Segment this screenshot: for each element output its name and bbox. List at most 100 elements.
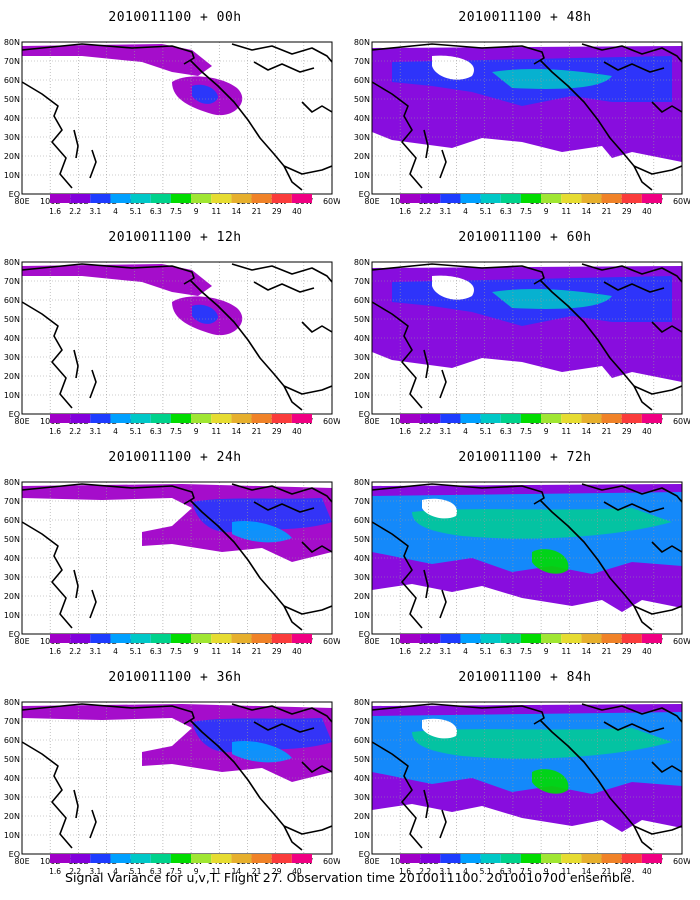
colorbar-swatch	[480, 194, 501, 203]
variance-map: 80N70N60N50N40N30N20N10NEQ80E100E120E140…	[354, 38, 690, 206]
colorbar-label: 11	[211, 427, 221, 436]
coastline	[603, 501, 665, 513]
coastline	[301, 101, 333, 113]
longitude-label: 60W	[323, 857, 340, 866]
variance-region	[192, 498, 332, 533]
coastline	[301, 321, 333, 333]
latitude-label: 20N	[354, 152, 370, 161]
colorbar-label: 2.2	[69, 867, 81, 876]
colorbar-swatch	[90, 854, 111, 863]
colorbar-swatch	[561, 414, 582, 423]
latitude-label: 70N	[354, 717, 370, 726]
colorbar: 1.6 2.2 3.1 4 5.1 6.3 7.5 9 11 14 21 29 40	[399, 634, 666, 660]
latitude-label: 60N	[354, 516, 370, 525]
colorbar-swatch	[50, 414, 71, 423]
colorbar-label: 5.1	[480, 867, 492, 876]
colorbar-swatch	[641, 194, 662, 203]
latitude-label: 50N	[354, 755, 370, 764]
colorbar-swatch	[170, 634, 192, 643]
colorbar-label: 21	[602, 647, 612, 656]
colorbar-label: 1.6	[50, 867, 61, 876]
variance-map: 80N70N60N50N40N30N20N10NEQ80E100E120E140…	[354, 698, 690, 866]
latitude-label: 20N	[354, 372, 370, 381]
coastline	[231, 703, 333, 723]
coastline	[189, 279, 333, 395]
colorbar-label: 6.3	[500, 867, 512, 876]
colorbar-swatch	[541, 634, 562, 643]
colorbar-swatch	[150, 414, 171, 423]
variance-gap	[432, 55, 474, 80]
colorbar-label: 29	[272, 647, 282, 656]
coastline	[73, 349, 79, 379]
colorbar-swatch	[581, 854, 602, 863]
latitude-label: 10N	[4, 391, 20, 400]
colorbar-label: 29	[272, 207, 282, 216]
latitude-label: EQ	[359, 190, 370, 199]
latitude-label: EQ	[9, 190, 20, 199]
variance-region	[22, 264, 212, 296]
colorbar-label: 9	[194, 207, 199, 216]
latitude-label: EQ	[359, 630, 370, 639]
latitude-label: 30N	[4, 353, 20, 362]
colorbar-label: 1.6	[400, 867, 411, 876]
colorbar-swatch	[231, 634, 252, 643]
colorbar-label: 29	[622, 647, 632, 656]
colorbar-swatch	[191, 854, 212, 863]
coastline	[189, 59, 333, 175]
colorbar: 1.6 2.2 3.1 4 5.1 6.3 7.5 9 11 14 21 29 40	[49, 634, 316, 660]
latitude-label: 20N	[4, 372, 20, 381]
colorbar-label: 40	[642, 427, 652, 436]
variance-region	[192, 718, 332, 753]
latitude-label: 30N	[4, 793, 20, 802]
colorbar-swatch	[601, 414, 622, 423]
colorbar-label: 5.1	[480, 427, 492, 436]
colorbar-swatch	[420, 634, 441, 643]
latitude-label: 20N	[4, 812, 20, 821]
variance-map: 80N70N60N50N40N30N20N10NEQ80E100E120E140…	[4, 38, 340, 206]
colorbar-swatch	[231, 194, 252, 203]
variance-gap	[432, 275, 474, 300]
colorbar-swatch	[561, 634, 582, 643]
colorbar-label: 29	[272, 427, 282, 436]
colorbar-swatch	[400, 854, 421, 863]
latitude-label: 10N	[4, 831, 20, 840]
colorbar-swatch	[191, 414, 212, 423]
latitude-label: 40N	[4, 334, 20, 343]
colorbar-label: 14	[232, 867, 242, 876]
coastline	[253, 501, 315, 513]
colorbar-label: 11	[561, 647, 571, 656]
colorbar-label: 21	[252, 867, 262, 876]
colorbar-swatch	[211, 194, 232, 203]
latitude-label: 10N	[354, 171, 370, 180]
latitude-label: EQ	[9, 630, 20, 639]
colorbar-label: 14	[582, 867, 592, 876]
colorbar-swatch	[130, 854, 151, 863]
coastline	[283, 605, 303, 631]
colorbar-label: 14	[232, 427, 242, 436]
latitude-label: 30N	[354, 793, 370, 802]
colorbar-label: 9	[544, 867, 549, 876]
colorbar-swatch	[400, 634, 421, 643]
colorbar-label: 40	[292, 427, 302, 436]
colorbar-swatch	[170, 414, 192, 423]
colorbar-swatch	[150, 194, 171, 203]
latitude-label: 30N	[354, 573, 370, 582]
coastline	[603, 281, 665, 293]
latitude-label: 80N	[354, 258, 370, 267]
colorbar-label: 7.5	[520, 867, 532, 876]
longitude-label: 80E	[364, 417, 379, 426]
colorbar-label: 21	[602, 867, 612, 876]
colorbar-label: 2.2	[419, 427, 431, 436]
coastline	[73, 569, 79, 599]
coastline	[283, 825, 303, 851]
coastline	[21, 703, 195, 725]
latitude-label: 60N	[354, 736, 370, 745]
colorbar-swatch	[130, 634, 151, 643]
variance-region	[22, 44, 212, 76]
variance-region	[232, 520, 292, 543]
colorbar-label: 6.3	[150, 427, 162, 436]
colorbar-label: 7.5	[170, 207, 182, 216]
latitude-label: 70N	[4, 497, 20, 506]
colorbar-label: 14	[232, 647, 242, 656]
variance-region	[492, 289, 612, 309]
